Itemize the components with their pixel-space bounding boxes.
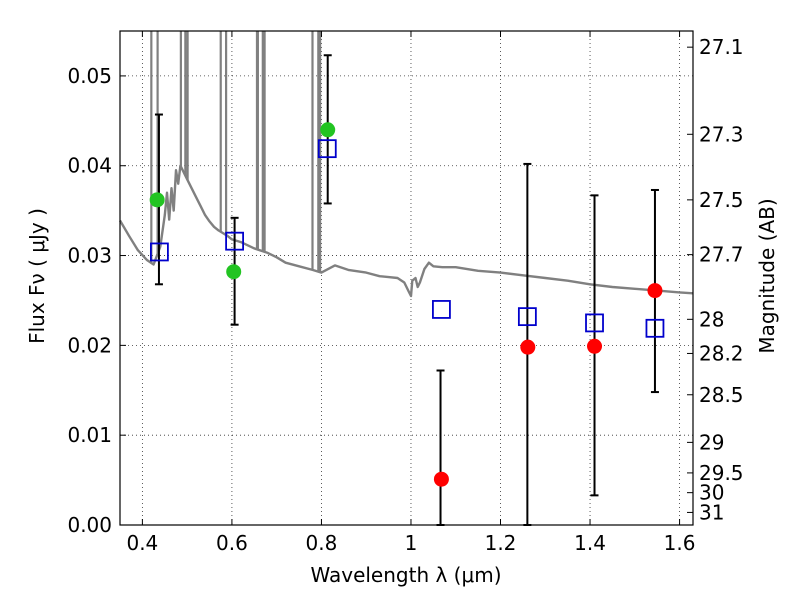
mag-tick-label: 28 bbox=[699, 307, 724, 331]
mag-tick-label: 29.5 bbox=[699, 461, 744, 485]
y-axis-title: Flux Fν ( μJy ) bbox=[25, 208, 49, 344]
x-tick-label: 1.4 bbox=[574, 531, 606, 555]
mag-tick-label: 28.5 bbox=[699, 383, 744, 407]
plot-frame bbox=[119, 30, 694, 526]
spectrum-layer bbox=[118, 31, 694, 298]
observed-point-green bbox=[149, 192, 165, 208]
mag-tick-label: 30 bbox=[699, 481, 724, 505]
y-tick-label: 0.00 bbox=[67, 513, 112, 537]
model-band-square bbox=[517, 307, 537, 327]
x-tick-label: 1.6 bbox=[664, 531, 696, 555]
x-tick-label: 0.6 bbox=[216, 531, 248, 555]
mag-tick-label: 31 bbox=[699, 500, 724, 524]
model-band-square bbox=[645, 318, 665, 338]
y-tick-label: 0.02 bbox=[67, 333, 112, 357]
x-tick-label: 1 bbox=[405, 531, 418, 555]
mag-tick-label: 27.3 bbox=[699, 122, 744, 146]
model-band-square bbox=[317, 139, 337, 159]
x-axis-title: Wavelength λ (μm) bbox=[310, 563, 501, 587]
observed-point-red bbox=[587, 338, 603, 354]
y-tick-label: 0.03 bbox=[67, 244, 112, 268]
label-layer: 0.4 0.6 0.8 1 1.2 1.4 1.6 0.00 0.01 0.02 0.03 0.04 0… bbox=[67, 35, 743, 555]
model-spectrum-line bbox=[118, 164, 694, 298]
y-tick-label: 0.04 bbox=[67, 154, 112, 178]
marker-layer bbox=[149, 122, 665, 487]
mag-tick-label: 29 bbox=[699, 430, 724, 454]
y-tick-label: 0.01 bbox=[67, 423, 112, 447]
model-band-square bbox=[225, 231, 245, 251]
x-tick-label: 0.4 bbox=[126, 531, 158, 555]
model-band-square bbox=[585, 313, 604, 333]
mag-tick-label: 27.7 bbox=[699, 243, 744, 267]
observed-point-green bbox=[226, 264, 242, 280]
mag-tick-label: 28.2 bbox=[699, 341, 744, 365]
observed-point-red bbox=[647, 283, 663, 299]
x-tick-label: 0.8 bbox=[306, 531, 338, 555]
mag-tick-label: 27.1 bbox=[699, 35, 744, 59]
x-tick-label: 1.2 bbox=[485, 531, 517, 555]
observed-point-green bbox=[320, 122, 336, 138]
model-band-square bbox=[149, 242, 169, 262]
axis-layer bbox=[119, 30, 694, 526]
y-tick-label: 0.05 bbox=[67, 64, 112, 88]
y2-axis-title: Magnitude (AB) bbox=[755, 198, 779, 353]
observed-point-red bbox=[520, 339, 536, 355]
mag-tick-label: 27.5 bbox=[699, 188, 744, 212]
observed-point-red bbox=[433, 471, 449, 487]
model-band-square bbox=[432, 300, 451, 319]
grid-layer bbox=[120, 31, 693, 526]
